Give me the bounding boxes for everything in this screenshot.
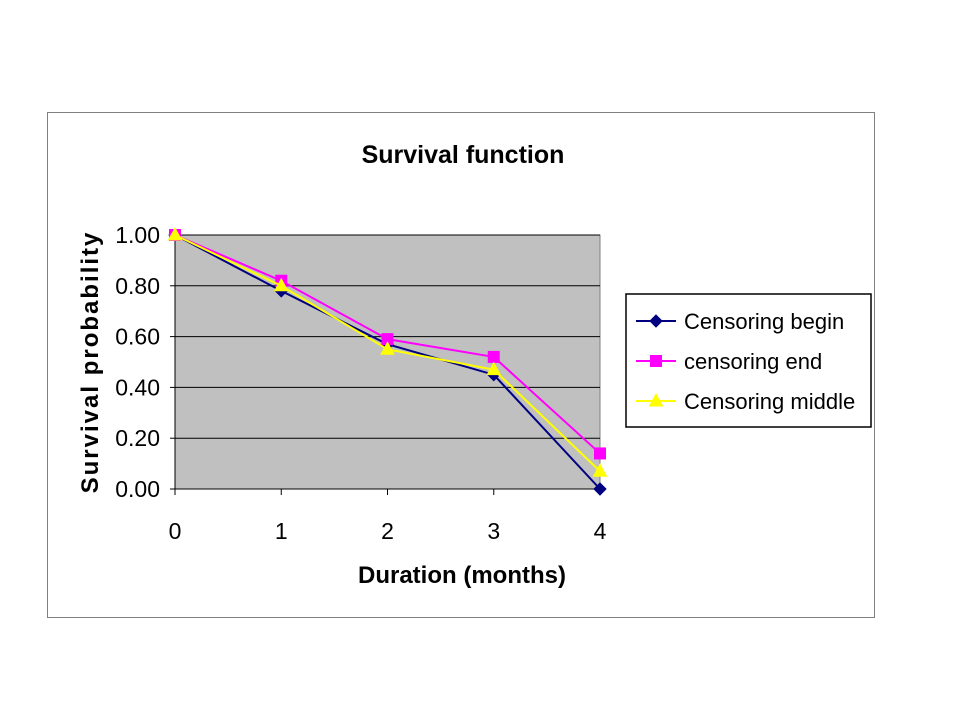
legend-item: censoring end	[636, 349, 822, 374]
data-point	[487, 350, 500, 363]
data-point	[273, 277, 289, 292]
series-3	[167, 226, 608, 477]
chart-frame: Survival function Duration (months) Surv…	[47, 112, 875, 618]
legend-item: Censoring middle	[636, 389, 855, 414]
data-point	[380, 341, 395, 355]
chart-title: Survival function	[362, 141, 565, 169]
data-point	[594, 447, 606, 460]
y-tick-label: 0.40	[115, 374, 160, 400]
x-tick-label: 4	[594, 518, 607, 544]
legend-swatch-marker	[649, 314, 663, 328]
data-point	[593, 482, 607, 496]
plot-area: 0.00 0.20 0.40 0.60 0.80 1.00 0 1 2 3 4	[115, 222, 606, 544]
legend-swatch-marker	[648, 392, 664, 407]
legend: Censoring begin censoring end Censoring mi…	[625, 293, 872, 428]
y-tick-label: 0.20	[115, 425, 160, 451]
x-axis-title: Duration (months)	[358, 562, 566, 589]
series-layer	[167, 226, 608, 496]
chart-svg: Survival function Duration (months) Surv…	[77, 141, 872, 589]
data-point	[486, 361, 502, 376]
y-axis-title: Survival probability	[77, 231, 104, 494]
x-tick-label: 2	[381, 518, 394, 544]
x-tick-label: 1	[275, 518, 288, 544]
legend-item: Censoring begin	[636, 309, 844, 334]
legend-label: Censoring begin	[684, 309, 844, 334]
legend-label: censoring end	[684, 349, 822, 374]
y-tick-label: 0.60	[115, 324, 160, 350]
data-point	[167, 226, 183, 241]
x-tick-label: 0	[169, 518, 182, 544]
plot-background	[174, 234, 601, 490]
y-tick-label: 0.80	[115, 273, 160, 299]
data-point	[592, 463, 608, 477]
y-tick-label: 0.00	[115, 476, 160, 502]
legend-label: Censoring middle	[684, 389, 855, 414]
y-tick-label: 1.00	[115, 222, 160, 248]
x-tick-label: 3	[487, 518, 500, 544]
legend-swatch-marker	[650, 355, 662, 367]
